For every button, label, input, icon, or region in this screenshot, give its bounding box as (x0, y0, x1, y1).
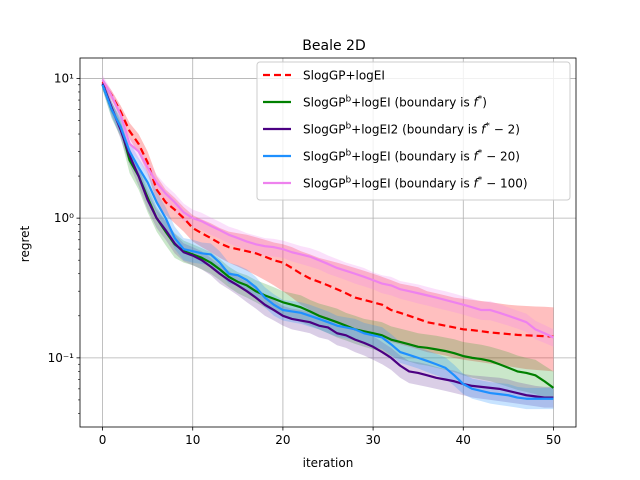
legend-label-0: SlogGP+logEI (303, 69, 385, 83)
chart-title: Beale 2D (302, 38, 365, 54)
y-tick-label-2: 10¹ (54, 71, 74, 85)
legend-box (256, 61, 571, 201)
axes: 0 10 20 30 40 50 10⁻¹ 10⁰ 10¹ (48, 57, 577, 447)
legend: SlogGP+logEI SlogGPb+logEI (boundary is f… (256, 61, 571, 201)
series-line-2 (101, 83, 554, 399)
x-tick-label-1: 10 (185, 433, 200, 447)
series-group (101, 74, 555, 410)
y-tick-label-0: 10⁻¹ (48, 351, 75, 365)
legend-label-3: SlogGPb+logEI (boundary is f* − 20) (303, 149, 520, 164)
x-tick-label-4: 40 (456, 433, 471, 447)
y-tick-label-1: 10⁰ (54, 211, 74, 225)
x-tick-label-3: 30 (365, 433, 380, 447)
legend-label-4: SlogGPb+logEI (boundary is f* − 100) (303, 176, 528, 191)
y-axis-label: regret (18, 225, 32, 262)
series-line-4 (101, 79, 554, 339)
series-band-4 (102, 74, 554, 347)
legend-label-2: SlogGPb+logEI2 (boundary is f* − 2) (303, 122, 520, 137)
x-axis-label: iteration (303, 456, 354, 470)
x-tick-label-2: 20 (275, 433, 290, 447)
legend-label-1: SlogGPb+logEI (boundary is f*) (303, 95, 487, 110)
series-line-3 (101, 84, 554, 400)
axes-frame (79, 57, 577, 428)
series-line-0 (101, 80, 554, 338)
x-tick-label-5: 50 (546, 433, 561, 447)
x-tick-label-0: 0 (99, 433, 107, 447)
plot-area (101, 74, 555, 410)
series-band-3 (102, 80, 554, 410)
